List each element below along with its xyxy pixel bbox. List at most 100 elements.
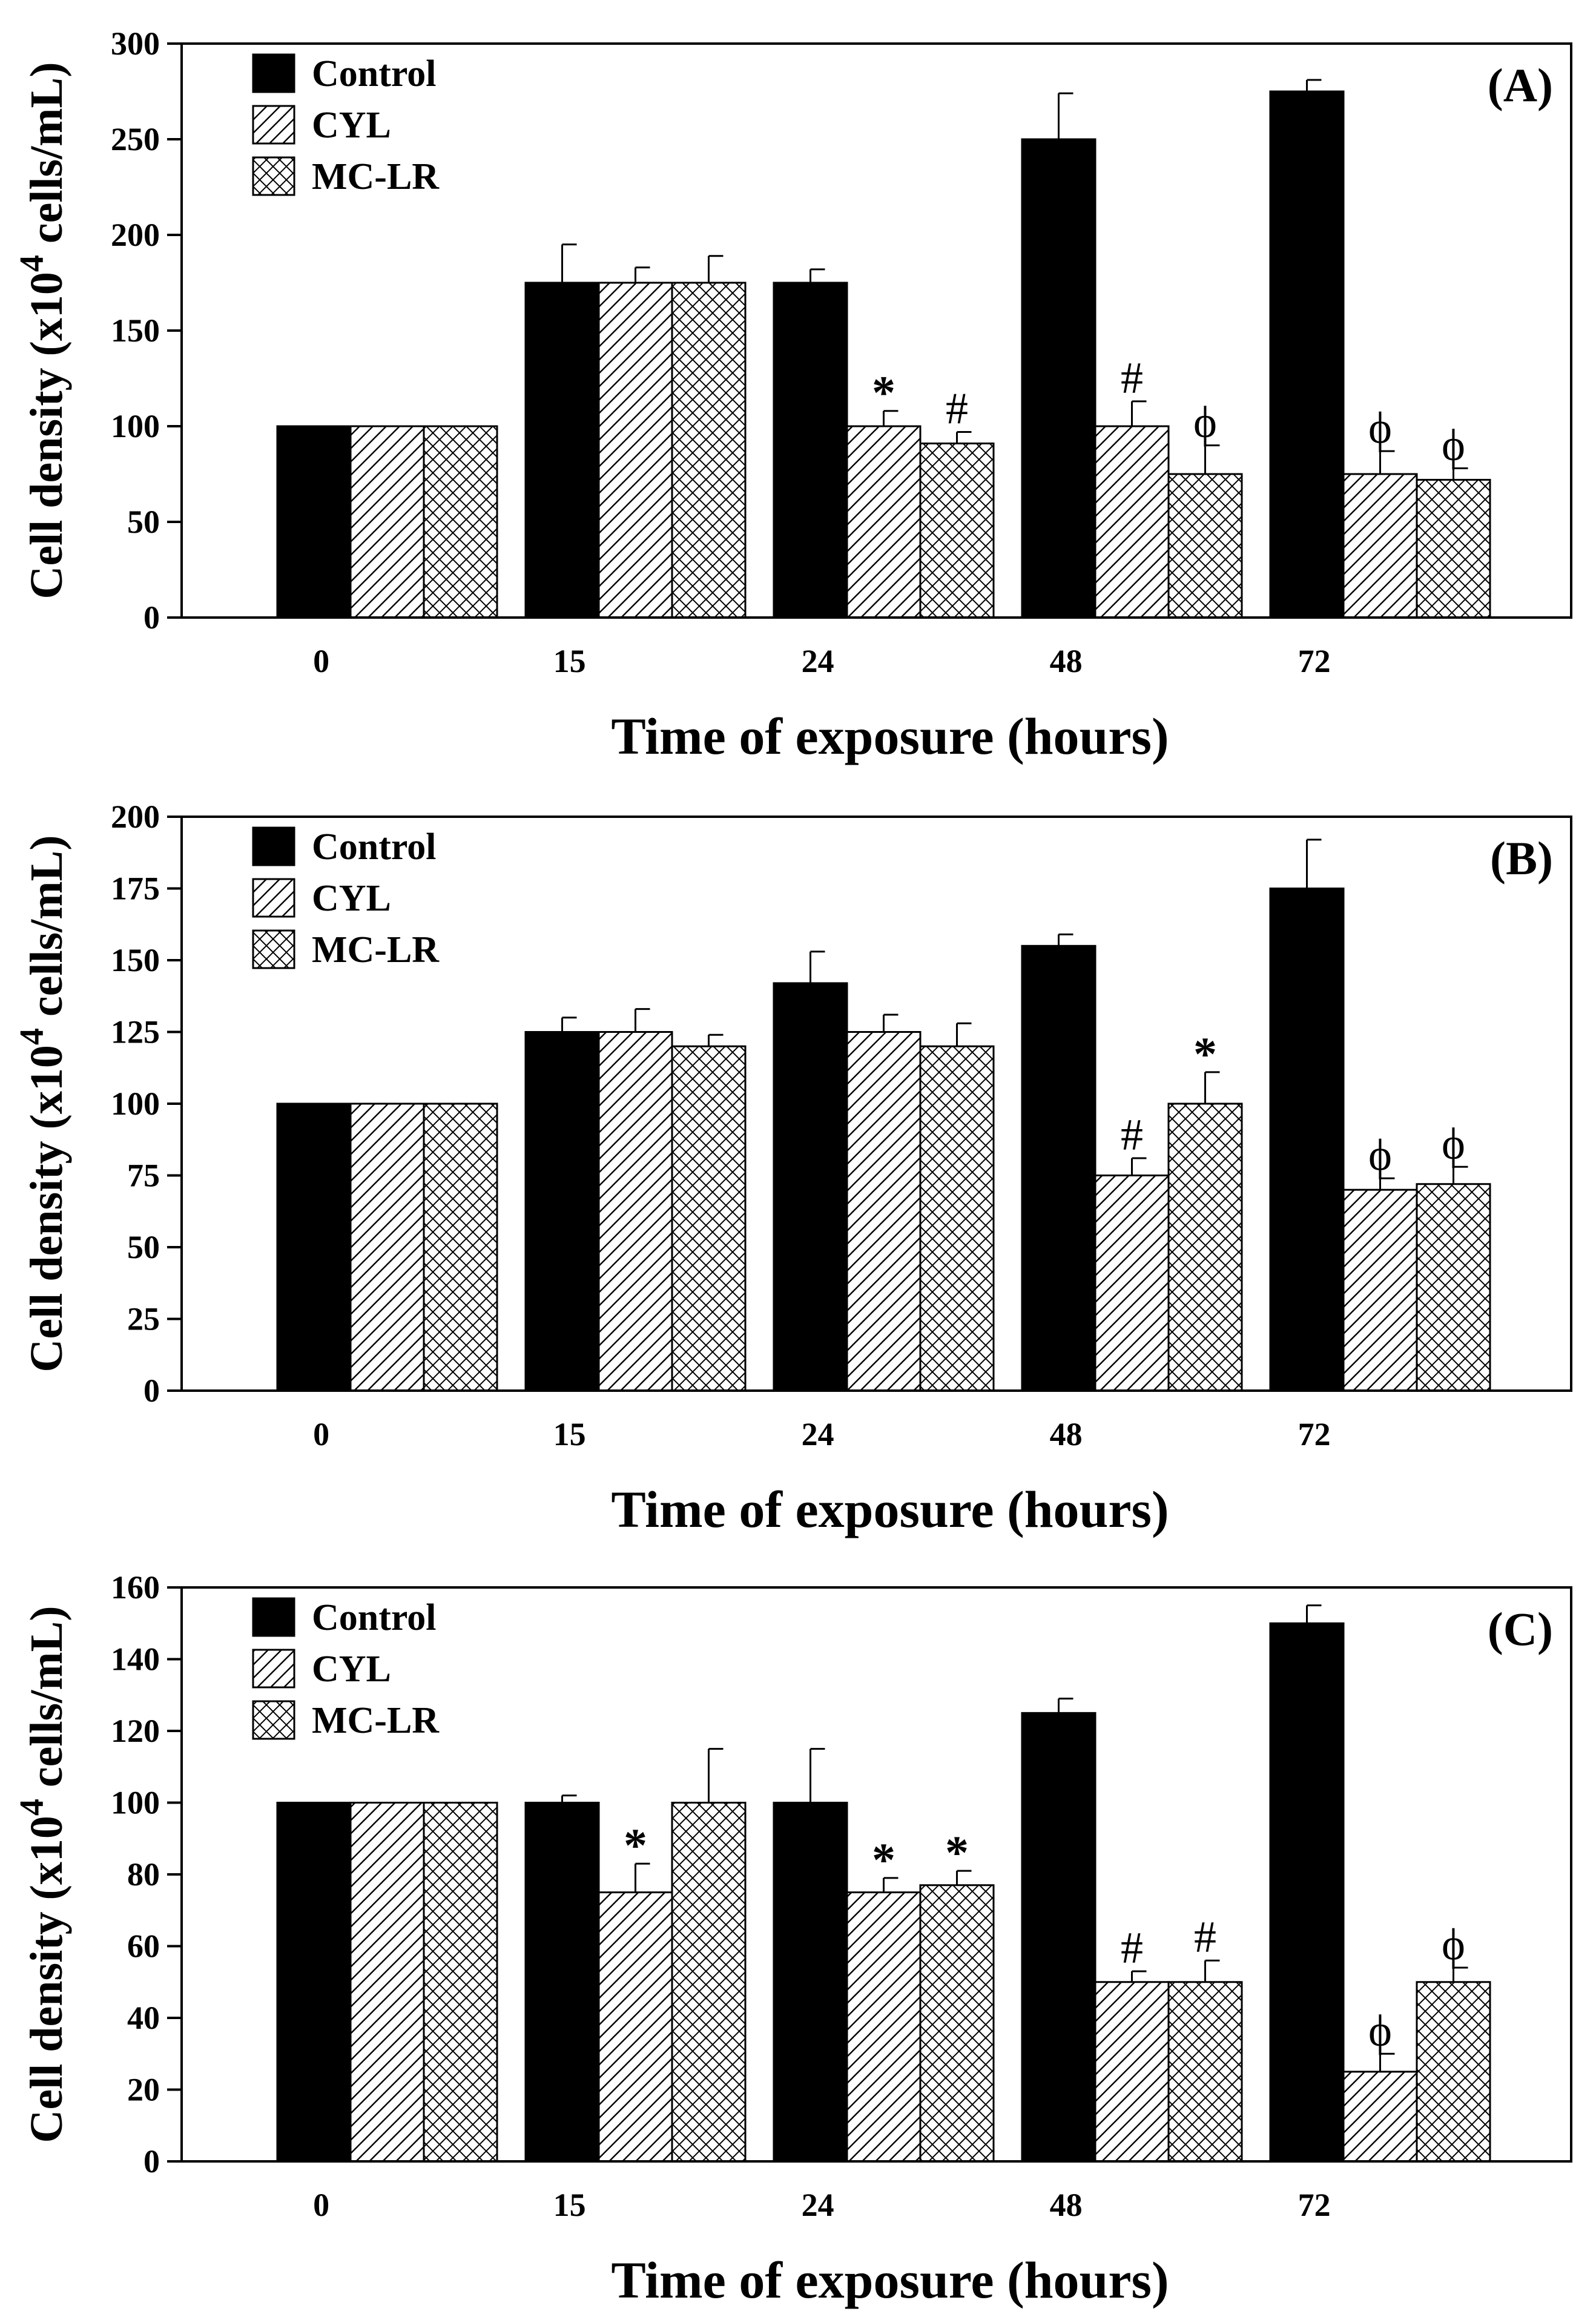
legend-swatch-mc-lr [252,929,295,969]
bar-control-0 [276,425,352,619]
significance-marker: ϕ [1368,1130,1392,1180]
bar-control-72 [1269,1622,1345,2163]
x-tick-label: 0 [313,1416,329,1452]
legend-label: MC-LR [312,929,440,971]
bar-cyl-48 [1094,425,1170,619]
x-tick-label: 24 [802,2187,834,2223]
y-tick-label: 150 [111,312,160,349]
y-tick-label: 50 [127,1229,160,1265]
x-tick-label: 48 [1050,1416,1083,1452]
y-tick-label: 100 [111,1785,160,1821]
significance-marker: ϕ [1442,1119,1465,1168]
y-tick-label: 75 [127,1158,160,1194]
y-tick-label: 300 [111,25,160,62]
bar-control-48 [1021,138,1096,619]
y-axis-label: Cell density (x104 cells/mL) [13,1606,72,2143]
legend-label: Control [312,53,437,94]
bar-control-0 [276,1102,352,1392]
panel-label: (B) [1490,832,1553,885]
legend-swatch-control [252,1597,295,1637]
y-tick-label: 25 [127,1301,160,1337]
legend-label: MC-LR [312,156,440,197]
x-tick-label: 48 [1050,2187,1083,2223]
bar-control-48 [1021,944,1096,1392]
bar-control-15 [524,1031,600,1392]
y-axis-label: Cell density (x104 cells/mL) [13,62,72,599]
x-axis-label: Time of exposure (hours) [611,1480,1169,1538]
bar-cyl-24 [846,1891,922,2163]
bar-mc-lr-72 [1416,1981,1491,2163]
legend-label: CYL [312,105,391,146]
significance-marker: * [872,366,895,419]
bar-cyl-0 [349,1102,425,1392]
bar-cyl-72 [1342,473,1418,619]
significance-marker: * [624,1819,647,1871]
x-axis-label: Time of exposure (hours) [611,707,1169,765]
x-tick-label: 72 [1298,2187,1331,2223]
x-tick-label: 0 [313,2187,329,2223]
legend-label: MC-LR [312,1700,440,1741]
bar-mc-lr-15 [671,282,747,619]
chart-panel-1: * # # ϕ ϕ ϕ 0 50 100 150 200 250 300 0 15 24 48 72 Time of… [13,25,1572,765]
significance-marker: # [946,384,968,433]
y-tick-label: 0 [143,1373,160,1409]
x-tick-label: 15 [553,643,586,679]
bar-cyl-48 [1094,1981,1170,2163]
bar-cyl-24 [846,1031,922,1392]
bar-mc-lr-48 [1167,473,1243,619]
y-axis-label: Cell density (x104 cells/mL) [13,835,72,1372]
x-tick-label: 0 [313,643,329,679]
y-tick-label: 150 [111,942,160,978]
panel-label: (C) [1488,1603,1553,1655]
y-tick-label: 0 [143,2143,160,2180]
bar-control-24 [773,982,848,1392]
bar-cyl-48 [1094,1175,1170,1392]
bar-cyl-15 [598,282,673,619]
significance-marker: * [945,1826,969,1879]
x-tick-label: 24 [802,643,834,679]
bar-mc-lr-48 [1167,1102,1243,1392]
significance-marker: # [1121,354,1143,403]
y-tick-label: 200 [111,217,160,253]
legend-swatch-mc-lr [252,156,295,196]
bar-control-48 [1021,1712,1096,2163]
x-tick-label: 15 [553,2187,586,2223]
legend-swatch-control [252,826,295,866]
y-tick-label: 100 [111,408,160,444]
significance-marker: ϕ [1368,2006,1392,2055]
legend-swatch-cyl [252,105,295,145]
y-tick-label: 160 [111,1569,160,1606]
bar-control-0 [276,1802,352,2163]
y-tick-label: 125 [111,1014,160,1050]
significance-marker: * [872,1833,895,1886]
significance-marker: * [1193,1027,1217,1080]
x-tick-label: 72 [1298,643,1331,679]
bar-cyl-15 [598,1031,673,1392]
legend-swatch-control [252,53,295,93]
significance-marker: # [1121,1110,1143,1160]
bar-mc-lr-48 [1167,1981,1243,2163]
bar-cyl-0 [349,425,425,619]
bar-mc-lr-24 [919,1884,995,2163]
y-tick-label: 0 [143,599,160,636]
legend-swatch-cyl [252,1649,295,1689]
bar-cyl-15 [598,1891,673,2163]
y-tick-label: 20 [127,2072,160,2108]
legend-swatch-mc-lr [252,1700,295,1740]
x-tick-label: 24 [802,1416,834,1452]
legend-label: Control [312,826,437,868]
y-tick-label: 40 [127,2000,160,2036]
bar-control-15 [524,282,600,619]
legend-label: Control [312,1597,437,1638]
bar-control-72 [1269,888,1345,1392]
panel-label: (A) [1488,59,1553,111]
bar-mc-lr-0 [423,1102,498,1392]
bar-mc-lr-72 [1416,1183,1491,1392]
bar-mc-lr-0 [423,1802,498,2163]
bar-cyl-72 [1342,1188,1418,1392]
significance-marker: ϕ [1442,1920,1465,1969]
y-tick-label: 200 [111,799,160,835]
bar-control-72 [1269,90,1345,619]
y-tick-label: 140 [111,1641,160,1678]
x-axis-label: Time of exposure (hours) [611,2251,1169,2309]
